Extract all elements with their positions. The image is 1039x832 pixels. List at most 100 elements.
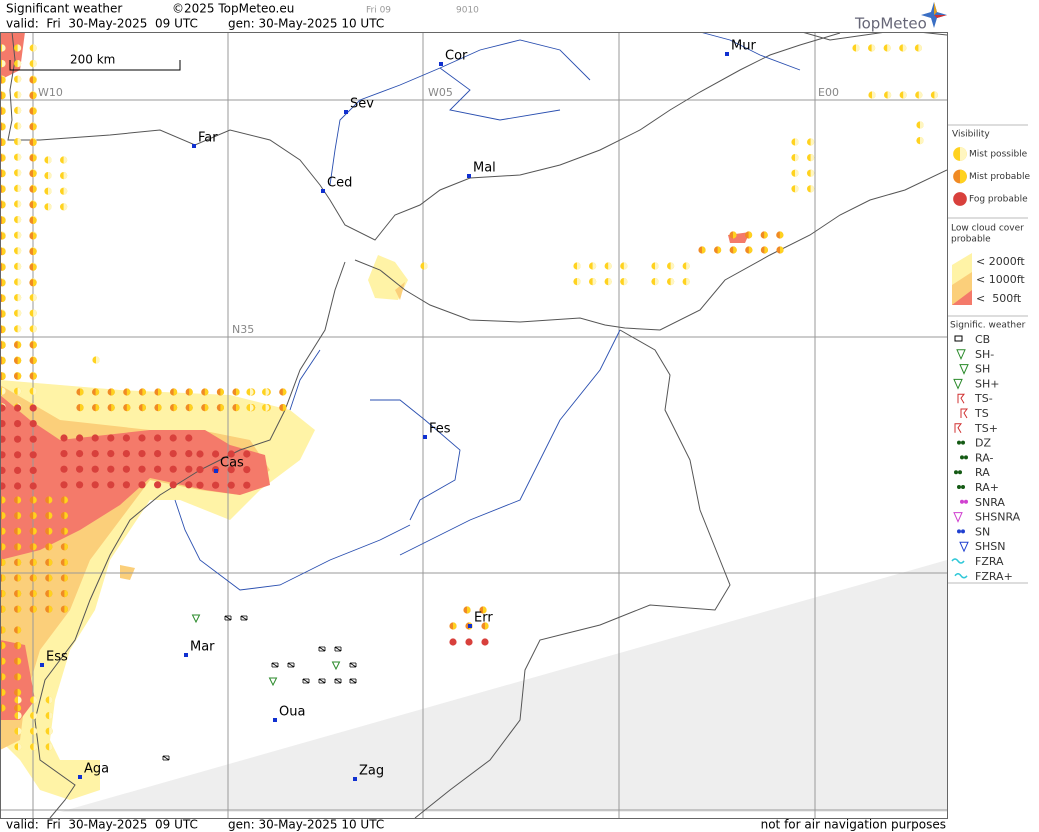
visibility-symbol [29,232,37,240]
grid-label: W10 [38,86,63,99]
visibility-symbol [620,278,628,286]
legend-item: Mist possible [969,150,1028,160]
visibility-symbol [60,481,68,489]
fog-dot [29,404,37,412]
visibility-symbol [29,60,37,68]
visibility-symbol [76,404,84,412]
fog-dot [185,450,193,458]
visibility-symbol [91,465,99,473]
legend-item: Mist probable [969,172,1031,182]
visibility-symbol [14,626,22,634]
visibility-symbol [14,122,22,130]
visibility-symbol [185,481,193,489]
fog-dot [185,434,193,442]
legend-symbol [954,423,962,434]
mist-half [2,558,6,566]
legend-symbol [953,192,967,206]
visibility-symbol [620,262,628,270]
visibility-symbol [29,123,37,131]
mist-half [623,262,628,270]
cb-symbol [224,615,232,621]
mist-half [48,203,52,211]
city-label: Cor [445,49,468,64]
mist-half [2,673,6,681]
visibility-symbol [914,44,923,52]
legend-symbol [954,470,958,475]
mist-half [95,404,100,412]
visibility-symbol [29,696,38,704]
mist-half [2,138,6,146]
visibility-symbol [14,558,22,567]
cb-symbol [349,678,357,684]
visibility-symbol [573,278,581,286]
visibility-symbol [29,309,37,317]
mist-half [810,154,815,162]
mist-half [142,404,146,412]
visibility-symbol [776,231,784,239]
mist-half [2,543,6,551]
visibility-symbol [29,605,37,613]
mist-half [2,310,6,318]
legend-symbol [960,455,964,460]
mist-half [2,496,6,504]
city-label: Fes [429,422,451,437]
mist-half [2,107,6,115]
visibility-symbol [14,200,22,208]
visibility-symbol [122,434,130,442]
shower-symbol [191,614,201,624]
fog-dot [169,450,177,458]
legend-item: SH [975,363,990,376]
mist-half [33,357,37,365]
visibility-symbol [0,154,6,162]
visibility-symbol [154,481,162,489]
city-marker [321,189,325,193]
visibility-symbol [29,543,37,551]
mist-half [48,512,53,520]
visibility-symbol [29,357,37,365]
visibility-symbol [0,248,6,256]
mist-half [18,712,22,720]
mist-half [95,388,100,396]
visibility-symbol [0,201,6,209]
mist-half [17,262,22,270]
fog-dot [60,450,68,458]
visibility-symbol [122,465,130,473]
city-marker [725,52,729,56]
mist-half [173,404,178,412]
legend-symbol [958,470,962,475]
fog-dot [169,465,177,473]
visibility-symbol [807,169,815,177]
legend-item: < 2000ft [976,255,1025,268]
visibility-symbol [60,450,68,458]
fog-dot [14,420,22,428]
visibility-symbol [0,451,6,459]
visibility-symbol [45,590,53,598]
mist-half [63,187,68,195]
map: W10 W05 E00 N35 200 km Cor Mur Sev Far Mal Ce… [0,32,947,818]
mist-half [2,60,6,68]
fog-dot [29,466,37,474]
mist-half [2,574,6,582]
legend-symbol [953,512,963,523]
cb-symbol [271,662,279,668]
visibility-symbol [449,622,457,630]
mist-half [17,512,22,520]
visibility-symbol [916,121,924,129]
visibility-symbol [14,605,22,613]
mist-half [63,156,68,164]
visibility-symbol [45,558,53,567]
mist-half [2,704,6,712]
visibility-symbol [123,404,131,412]
city-marker [184,653,188,657]
city-label: Ced [327,176,352,191]
mist-half [64,543,68,551]
mist-half [48,590,53,598]
visibility-symbol [0,44,6,52]
mist-half [33,712,38,720]
mist-half [80,388,84,396]
visibility-symbol [0,216,6,224]
visibility-symbol [227,466,235,474]
cities: Cor Mur Sev Far Mal Ced Fes Cas Err Mar Ess Oua Aga Z… [40,39,756,781]
visibility-symbol [791,169,799,177]
visibility-symbol [76,481,84,489]
